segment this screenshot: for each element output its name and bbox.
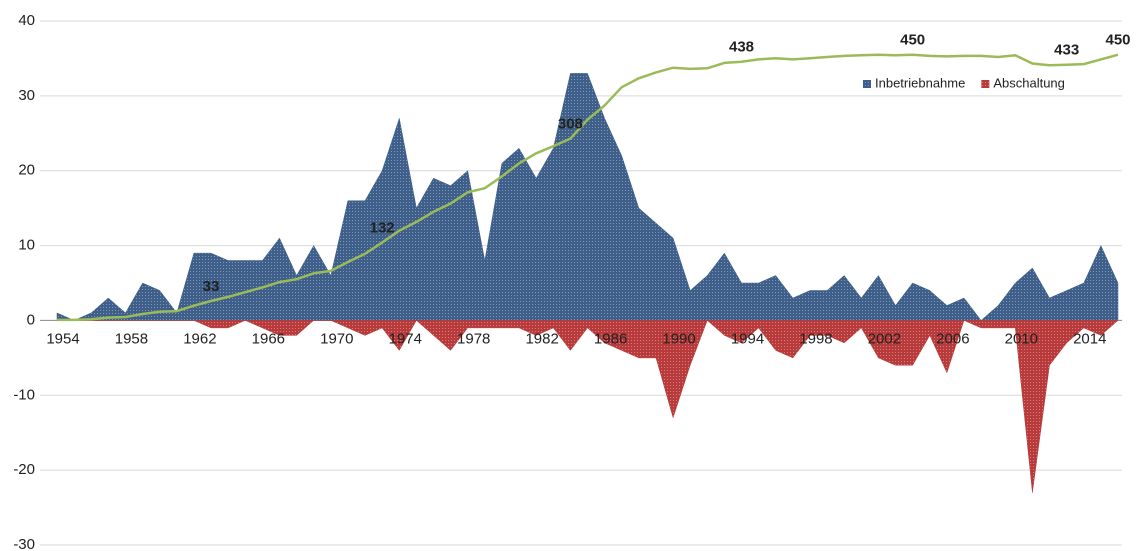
legend-swatch bbox=[863, 80, 871, 88]
line bbox=[57, 53, 1119, 322]
data-label: 450 bbox=[1105, 32, 1130, 49]
data-label: 132 bbox=[370, 220, 395, 237]
area bbox=[56, 319, 1119, 493]
y-tick-label: 40 bbox=[18, 12, 35, 29]
x-tick-label: 1994 bbox=[731, 330, 764, 347]
data-label: 438 bbox=[729, 39, 754, 56]
x-tick-label: 1974 bbox=[389, 330, 422, 347]
x-tick-label: 1962 bbox=[183, 330, 216, 347]
area bbox=[56, 73, 1119, 321]
y-tick-label: -20 bbox=[13, 461, 35, 478]
x-tick-label: 2010 bbox=[1005, 330, 1038, 347]
x-tick-label: 1982 bbox=[525, 330, 558, 347]
data-label: 433 bbox=[1054, 42, 1079, 59]
x-tick-label: 1998 bbox=[799, 330, 832, 347]
x-tick-label: 1986 bbox=[594, 330, 627, 347]
legend-label: Abschaltung bbox=[993, 75, 1065, 90]
legend-label: Inbetriebnahme bbox=[875, 75, 965, 90]
data-label: 450 bbox=[900, 32, 925, 49]
y-tick-label: 0 bbox=[27, 311, 35, 328]
x-tick-label: 1990 bbox=[662, 330, 695, 347]
data-label: 33 bbox=[203, 278, 220, 295]
x-tick-label: 1966 bbox=[252, 330, 285, 347]
x-tick-label: 1954 bbox=[46, 330, 79, 347]
y-tick-label: 30 bbox=[18, 87, 35, 104]
y-tick-label: 20 bbox=[18, 162, 35, 179]
data-label: 308 bbox=[558, 116, 583, 133]
x-tick-label: 1958 bbox=[115, 330, 148, 347]
x-tick-label: 1970 bbox=[320, 330, 353, 347]
y-tick-label: -30 bbox=[13, 536, 35, 551]
x-tick-label: 2014 bbox=[1073, 330, 1106, 347]
y-tick-label: 10 bbox=[18, 237, 35, 254]
y-tick-label: -10 bbox=[13, 386, 35, 403]
x-tick-label: 1978 bbox=[457, 330, 490, 347]
x-tick-label: 2006 bbox=[936, 330, 969, 347]
x-tick-label: 2002 bbox=[868, 330, 901, 347]
legend-swatch bbox=[981, 80, 990, 88]
